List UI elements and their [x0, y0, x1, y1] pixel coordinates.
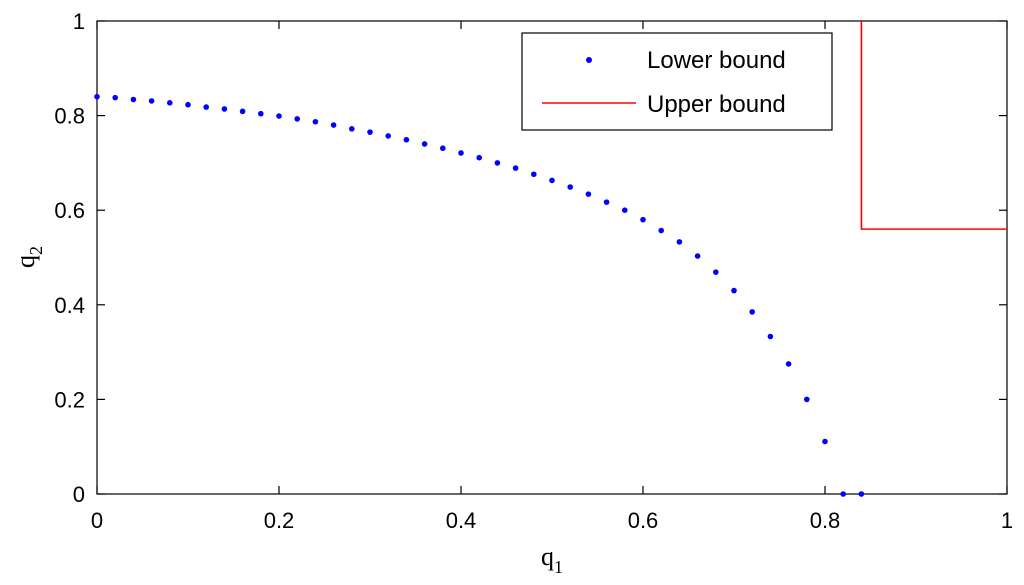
lower-bound-point [567, 184, 573, 190]
y-tick-label: 0.6 [54, 198, 85, 223]
lower-bound-point [421, 141, 428, 147]
lower-bound-point [603, 199, 610, 205]
legend-lower-bound-marker [586, 57, 592, 63]
lower-bound-point [276, 113, 282, 119]
x-axis-title: q1 [541, 542, 563, 577]
lower-bound-point [749, 309, 755, 315]
x-axis-ticks: 0 0.2 0.4 0.6 0.8 1 [91, 21, 1013, 533]
lower-bound-point [804, 396, 810, 403]
y-tick-label: 0.8 [54, 104, 85, 129]
legend: Lower bound Upper bound [521, 32, 833, 131]
y-tick-label: 0 [73, 482, 85, 507]
lower-bound-point [112, 94, 118, 101]
lower-bound-point [585, 191, 592, 197]
y-tick-label: 0.4 [54, 293, 85, 318]
x-tick-label: 0.6 [628, 508, 659, 533]
lower-bound-point [785, 361, 792, 367]
y-axis-title: q2 [11, 246, 46, 268]
lower-bound-point [403, 136, 410, 143]
lower-bound-point [531, 171, 537, 178]
lower-bound-point [731, 287, 737, 294]
y-tick-label: 1 [73, 9, 85, 34]
lower-bound-point [312, 118, 319, 125]
y-tick-label: 0.2 [54, 387, 85, 412]
lower-bound-point [239, 108, 246, 115]
lower-bound-point [640, 216, 646, 223]
lower-bound-point [658, 227, 664, 234]
lower-bound-point [676, 239, 683, 245]
lower-bound-point [185, 101, 191, 108]
lower-bound-point [858, 491, 865, 497]
lower-bound-point [258, 110, 264, 117]
legend-upper-bound-label: Upper bound [647, 91, 786, 118]
lower-bound-point [458, 150, 464, 156]
lower-bound-point [476, 154, 483, 161]
lower-bound-point [694, 253, 701, 259]
lower-bound-point [713, 269, 719, 275]
x-tick-label: 0.8 [810, 508, 841, 533]
lower-bound-point [130, 96, 137, 103]
lower-bound-point [330, 122, 337, 128]
lower-bound-point [148, 98, 155, 104]
x-tick-label: 0.2 [264, 508, 295, 533]
lower-bound-point [221, 106, 228, 112]
y-axis-title-base: q [11, 255, 40, 268]
x-axis-title-subscript: 1 [554, 557, 563, 577]
y-axis-title-subscript: 2 [26, 246, 46, 255]
x-axis-title-base: q [541, 542, 554, 571]
lower-bound-point [349, 126, 355, 132]
lower-bound-point [767, 333, 774, 340]
x-tick-label: 1 [1001, 508, 1013, 533]
lower-bound-point [203, 104, 209, 110]
lower-bound-point [385, 133, 392, 139]
x-tick-label: 0.4 [446, 508, 477, 533]
lower-bound-point [94, 93, 100, 100]
lower-bound-point [494, 160, 501, 166]
lower-bound-point [440, 145, 446, 152]
lower-bound-point [622, 207, 628, 213]
x-tick-label: 0 [91, 508, 103, 533]
y-axis-ticks: 0 0.2 0.4 0.6 0.8 1 [54, 9, 1007, 507]
lower-bound-point [822, 438, 828, 445]
lower-bound-point [549, 177, 555, 184]
lower-bound-point [512, 165, 519, 171]
legend-box [521, 32, 833, 131]
lower-bound-point [367, 129, 373, 135]
lower-bound-point [294, 116, 301, 122]
series-layer [94, 21, 1007, 497]
lower-bound-point [167, 100, 173, 106]
legend-lower-bound-label: Lower bound [647, 47, 786, 74]
upper-bound-line [860, 21, 1007, 230]
lower-bound-point [840, 491, 846, 497]
